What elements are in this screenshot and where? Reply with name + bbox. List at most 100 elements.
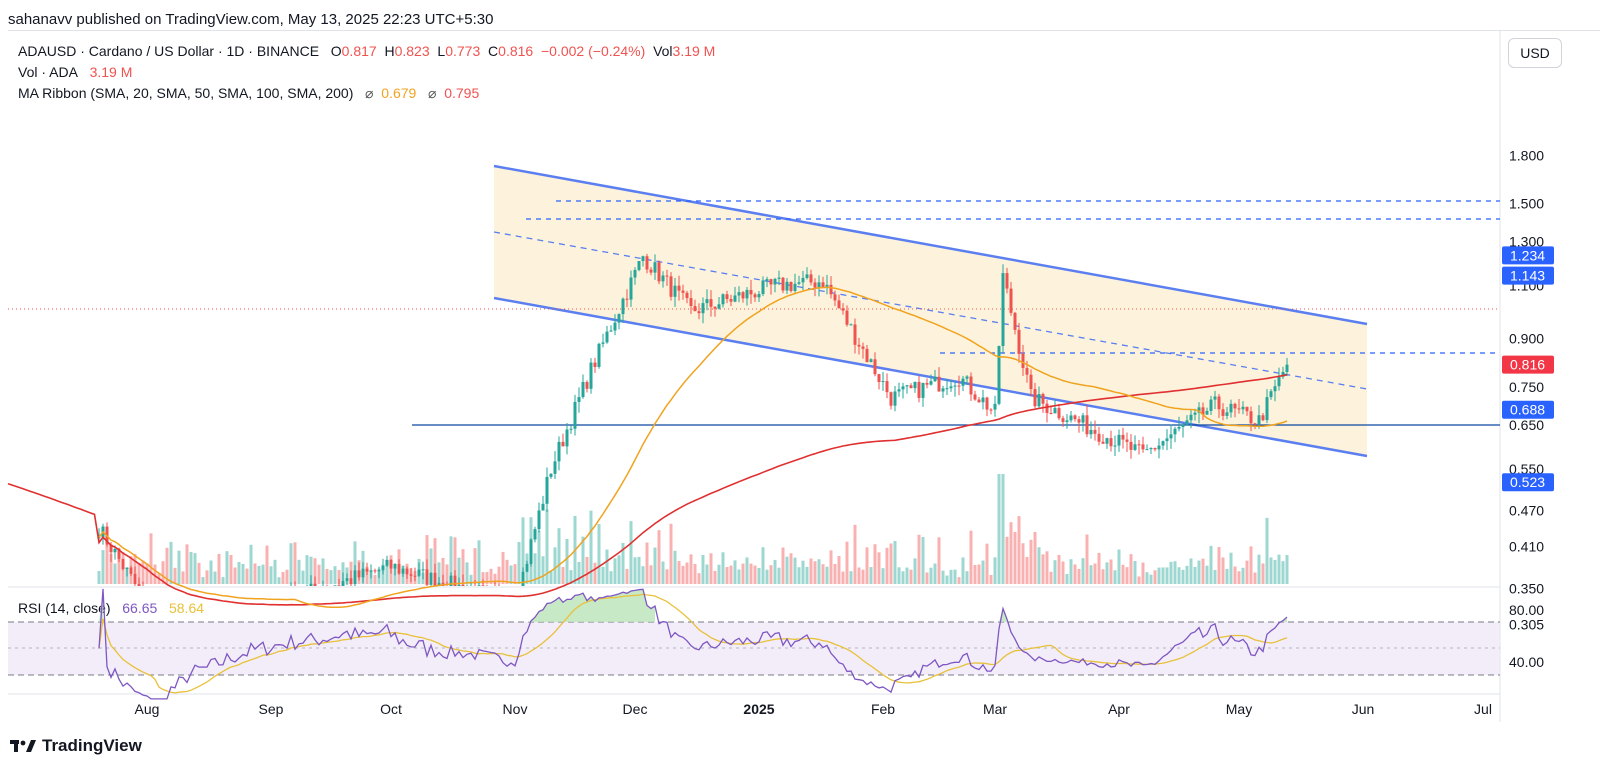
volume-bar bbox=[657, 530, 661, 584]
volume-bar bbox=[993, 557, 997, 584]
volume-bar bbox=[545, 509, 549, 584]
price-tick-label: 1.800 bbox=[1509, 148, 1544, 164]
volume-bar bbox=[537, 530, 541, 584]
candle-body bbox=[545, 476, 549, 504]
volume-legend[interactable]: Vol · ADA 3.19 M bbox=[18, 64, 132, 80]
candle-body bbox=[421, 569, 425, 571]
volume-bar bbox=[1285, 555, 1289, 584]
rsi-legend[interactable]: RSI (14, close) 66.65 58.64 bbox=[18, 600, 204, 616]
high-value: 0.823 bbox=[394, 43, 430, 59]
volume-bar bbox=[961, 557, 965, 584]
candle-body bbox=[514, 607, 517, 611]
candle-body bbox=[533, 529, 537, 540]
rsi-line[interactable] bbox=[98, 588, 1288, 700]
time-tick-label: Jun bbox=[1352, 701, 1375, 717]
candle-body bbox=[741, 292, 745, 299]
candle-body bbox=[270, 608, 273, 613]
ma-fast-line[interactable] bbox=[98, 286, 1288, 609]
channel-mid-line[interactable] bbox=[493, 231, 1368, 390]
volume-bar bbox=[165, 547, 169, 584]
volume-bar bbox=[1109, 559, 1113, 584]
volume-bar bbox=[201, 577, 205, 584]
candle-body bbox=[913, 381, 917, 389]
candle-body bbox=[377, 570, 381, 572]
volume-bar bbox=[1217, 547, 1221, 584]
volume-bar bbox=[1029, 539, 1033, 584]
volume-bar bbox=[1193, 566, 1197, 584]
candle-body bbox=[142, 588, 145, 595]
volume-bar bbox=[861, 569, 865, 584]
candle-body bbox=[1249, 411, 1253, 424]
candle-body bbox=[117, 548, 121, 559]
candle-body bbox=[581, 381, 585, 398]
candle-body bbox=[206, 617, 209, 618]
candle-body bbox=[154, 615, 157, 619]
volume-bar bbox=[385, 563, 389, 584]
candle-body bbox=[789, 281, 793, 291]
candle-body bbox=[302, 597, 305, 598]
candle-body bbox=[877, 374, 881, 383]
time-tick-label: Jul bbox=[1474, 701, 1492, 717]
candle-body bbox=[693, 306, 697, 312]
volume-bar bbox=[945, 575, 949, 584]
volume-bar bbox=[1021, 543, 1025, 584]
volume-bar bbox=[321, 558, 325, 584]
volume-bar bbox=[957, 577, 961, 584]
candle-body bbox=[234, 616, 237, 618]
candle-body bbox=[401, 568, 405, 574]
candle-body bbox=[457, 584, 461, 586]
candle-body bbox=[326, 590, 329, 591]
volume-bar bbox=[433, 538, 437, 584]
open-value: 0.817 bbox=[341, 43, 377, 59]
candle-body bbox=[322, 590, 325, 596]
brand-name: TradingView bbox=[42, 736, 142, 755]
volume-bar bbox=[281, 572, 285, 584]
candle-body bbox=[1285, 364, 1289, 372]
candle-body bbox=[577, 397, 581, 402]
price-axis[interactable]: 1.8001.5001.3001.1000.9000.7500.6500.550… bbox=[1509, 148, 1544, 633]
volume-bar bbox=[1009, 522, 1013, 584]
volume-bar bbox=[1181, 569, 1185, 584]
candle-body bbox=[210, 610, 213, 617]
volume-bar bbox=[1069, 559, 1073, 584]
symbol-name[interactable]: ADAUSD · Cardano / US Dollar · 1D · BINA… bbox=[18, 43, 320, 59]
candle-body bbox=[1113, 445, 1117, 447]
candle-body bbox=[1121, 434, 1125, 440]
volume-bar bbox=[289, 543, 293, 584]
time-axis[interactable]: Aug Sep Oct Nov Dec 2025 Feb Mar Apr May Jun Jul bbox=[135, 701, 1492, 717]
volume-bar bbox=[481, 572, 485, 584]
ma-ribbon-legend[interactable]: MA Ribbon (SMA, 20, SMA, 50, SMA, 100, S… bbox=[18, 85, 479, 102]
candle-body bbox=[713, 306, 717, 309]
volume-bar bbox=[801, 560, 805, 584]
volume-bar bbox=[329, 570, 333, 584]
candle-body bbox=[889, 392, 893, 406]
channel-upper-line[interactable] bbox=[493, 164, 1368, 326]
candle-body bbox=[518, 598, 521, 612]
volume-bar bbox=[1033, 531, 1037, 584]
candle-body bbox=[230, 608, 233, 616]
volume-bar bbox=[1073, 564, 1077, 584]
time-tick-label: Apr bbox=[1108, 701, 1130, 717]
volume-bar bbox=[677, 561, 681, 584]
ma-slow-line[interactable] bbox=[7, 374, 1288, 606]
candle-body bbox=[969, 376, 973, 395]
volume-bar bbox=[653, 547, 657, 584]
candle-body bbox=[1241, 406, 1245, 410]
currency-button[interactable]: USD bbox=[1508, 38, 1562, 68]
candle-body bbox=[490, 588, 493, 589]
candle-body bbox=[125, 567, 129, 570]
candle-body bbox=[1109, 438, 1113, 447]
candle-body bbox=[589, 362, 593, 389]
candle-body bbox=[1141, 444, 1145, 450]
volume-bar bbox=[997, 474, 1001, 584]
candle-body bbox=[613, 322, 617, 331]
candle-body bbox=[294, 590, 297, 605]
candle-body bbox=[929, 381, 933, 385]
tradingview-logo[interactable]: TradingView bbox=[10, 736, 142, 756]
volume-bar bbox=[105, 532, 109, 584]
candle-body bbox=[470, 589, 473, 590]
volume-bar bbox=[521, 517, 525, 584]
volume-bar bbox=[513, 564, 517, 584]
volume-bar bbox=[437, 562, 441, 584]
